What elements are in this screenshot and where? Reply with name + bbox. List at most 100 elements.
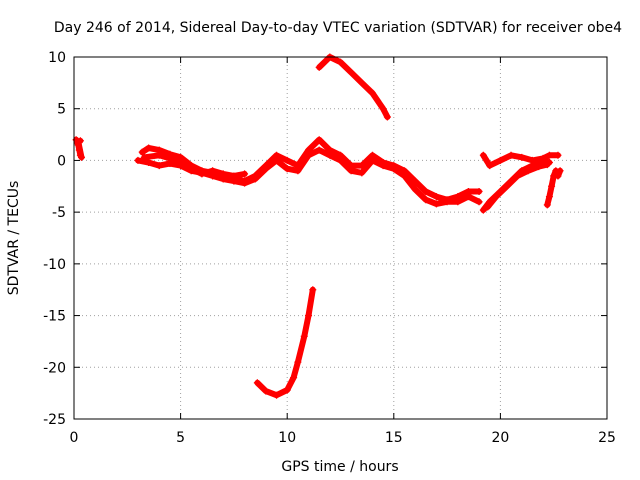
y-axis-label: SDTVAR / TECUs [6, 181, 22, 296]
data-point-marker [368, 89, 376, 97]
data-point-marker [283, 386, 291, 394]
data-point-marker [241, 170, 249, 178]
data-point-marker [300, 332, 308, 340]
data-point-marker [155, 151, 163, 159]
x-axis-label: GPS time / hours [281, 459, 398, 475]
data-point-marker [486, 198, 494, 206]
x-tick-label: 10 [278, 430, 296, 446]
data-point-marker [368, 156, 376, 164]
series-layer [73, 54, 564, 399]
data-point-marker [554, 151, 562, 159]
data-point-marker [518, 167, 526, 175]
y-tick-label: 0 [57, 153, 66, 169]
data-point-marker [539, 156, 547, 164]
data-point-marker [486, 162, 494, 170]
data-point-marker [358, 169, 366, 177]
data-point-marker [140, 153, 148, 161]
data-point-marker [253, 379, 261, 387]
series-line-arc-5 [316, 54, 391, 120]
data-point-marker [230, 172, 238, 180]
y-tick-label: 10 [48, 50, 66, 66]
data-point-marker [535, 163, 543, 171]
data-point-marker [358, 162, 366, 170]
data-point-marker [422, 196, 430, 204]
chart-title: Day 246 of 2014, Sidereal Day-to-day VTE… [54, 20, 622, 36]
data-point-marker [548, 182, 556, 190]
data-point-marker [475, 198, 483, 206]
data-point-marker [198, 170, 206, 178]
data-point-marker [543, 161, 551, 169]
x-tick-label: 15 [385, 430, 403, 446]
data-point-marker [75, 146, 83, 154]
data-point-marker [556, 167, 564, 175]
data-point-marker [337, 58, 344, 66]
data-point-marker [347, 167, 355, 175]
data-point-marker [347, 69, 355, 77]
y-tick-label: 5 [57, 102, 66, 118]
data-point-marker [283, 156, 291, 164]
series-line-arc-6 [254, 286, 316, 399]
data-point-marker [379, 162, 387, 170]
y-tick-label: -20 [43, 360, 66, 376]
x-tick-label: 20 [491, 430, 509, 446]
data-point-marker [262, 165, 270, 173]
plot-frame [73, 56, 608, 420]
data-point-marker [518, 153, 526, 161]
data-point-marker [166, 154, 174, 162]
data-point-marker [273, 156, 281, 164]
data-point-marker [545, 193, 553, 201]
data-point-marker [273, 391, 281, 399]
data-point-marker [390, 165, 398, 173]
data-point-marker [309, 286, 317, 294]
data-point-marker [138, 148, 146, 156]
data-point-marker [411, 185, 419, 193]
data-point-marker [315, 146, 323, 154]
data-point-marker [383, 113, 391, 121]
y-tick-label: -15 [43, 309, 66, 325]
data-point-marker [507, 177, 515, 185]
data-point-marker [251, 175, 259, 183]
data-point-marker [443, 198, 451, 206]
x-tick-label: 0 [70, 430, 79, 446]
data-point-marker [400, 172, 408, 180]
y-tick-label: -10 [43, 257, 66, 273]
data-point-marker [422, 187, 430, 195]
data-point-marker [432, 200, 440, 208]
data-point-marker [475, 187, 483, 195]
data-point-marker [479, 206, 487, 214]
data-point-marker [492, 193, 500, 201]
tick-layer: 0 5 10 15 20 25 10 5 0 -5 -10 -15 -20 -25 [43, 50, 616, 446]
data-point-marker [503, 182, 511, 190]
data-point-marker [337, 156, 344, 164]
y-tick-label: -25 [43, 412, 66, 428]
data-point-marker [305, 151, 313, 159]
data-point-marker [358, 79, 366, 87]
data-point-marker [496, 156, 504, 164]
data-point-marker [484, 203, 492, 211]
data-point-marker [209, 167, 217, 175]
data-point-marker [187, 165, 195, 173]
x-tick-label: 5 [176, 430, 185, 446]
marker-layer [72, 53, 564, 399]
data-point-marker [496, 187, 504, 195]
data-point-marker [315, 136, 323, 144]
data-point-marker [294, 358, 302, 366]
data-point-marker [241, 179, 249, 187]
grid-layer [74, 57, 607, 419]
data-point-marker [177, 158, 185, 166]
data-point-marker [315, 63, 323, 71]
data-point-marker [545, 151, 553, 159]
data-point-marker [219, 170, 227, 178]
data-point-marker [513, 172, 521, 180]
data-point-marker [326, 151, 334, 159]
data-point-marker [283, 165, 291, 173]
data-point-marker [507, 151, 515, 159]
data-point-marker [454, 198, 462, 206]
data-point-marker [155, 162, 163, 170]
data-point-marker [290, 374, 298, 382]
data-point-marker [543, 201, 551, 209]
data-point-marker [134, 156, 142, 164]
data-point-marker [77, 153, 85, 161]
data-point-marker [145, 158, 153, 166]
